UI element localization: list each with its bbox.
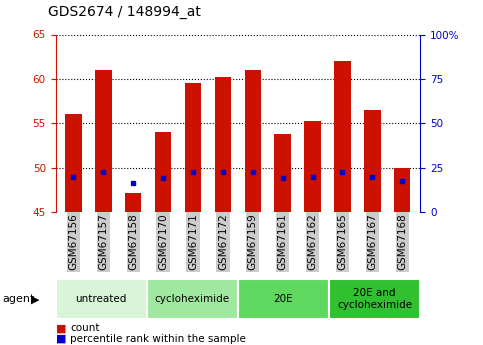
Text: ▶: ▶ [31, 294, 40, 304]
Bar [304, 121, 321, 212]
Text: 20E: 20E [274, 294, 293, 304]
Bar [364, 110, 381, 212]
Bar [274, 134, 291, 212]
Text: cycloheximide: cycloheximide [155, 294, 230, 304]
Text: GDS2674 / 148994_at: GDS2674 / 148994_at [48, 5, 201, 19]
Bar [125, 193, 142, 212]
Bar [244, 70, 261, 212]
Text: untreated: untreated [75, 294, 127, 304]
Bar [185, 83, 201, 212]
Text: ■: ■ [56, 334, 66, 344]
Bar [65, 115, 82, 212]
Text: agent: agent [2, 294, 35, 304]
Bar [394, 168, 411, 212]
Bar [95, 70, 112, 212]
Bar [334, 61, 351, 212]
Text: ■: ■ [56, 324, 66, 333]
Text: 20E and
cycloheximide: 20E and cycloheximide [337, 288, 412, 310]
Bar [155, 132, 171, 212]
Text: percentile rank within the sample: percentile rank within the sample [70, 334, 246, 344]
Bar [215, 77, 231, 212]
Text: count: count [70, 324, 99, 333]
